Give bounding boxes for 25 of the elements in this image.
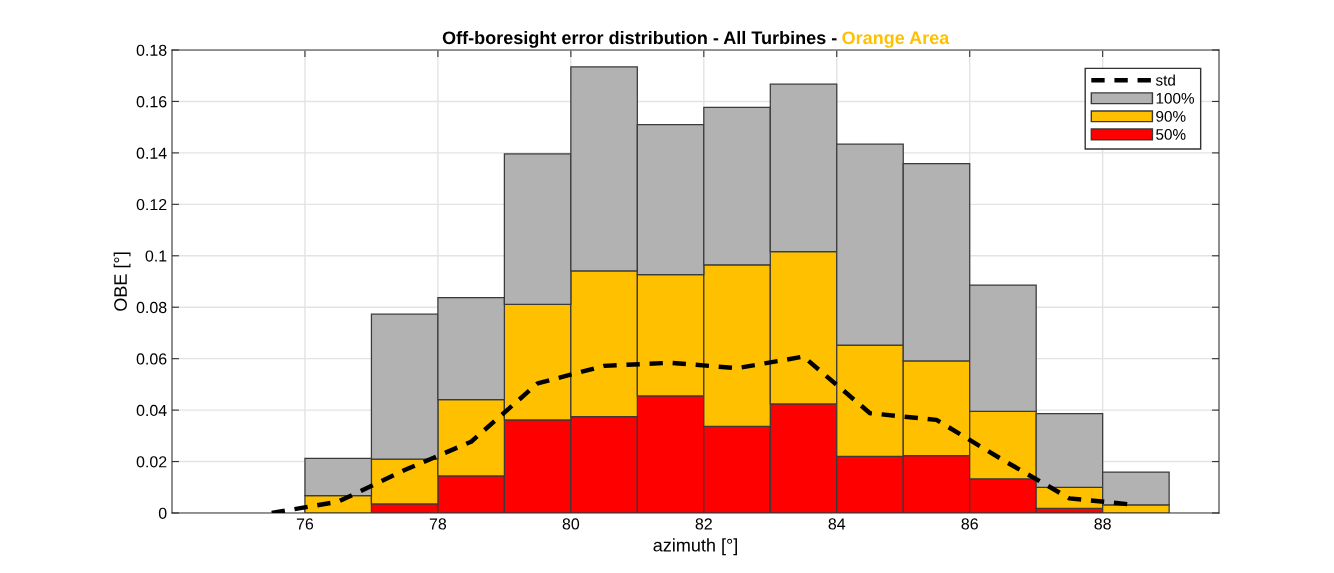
- x-tick-label: 86: [961, 518, 978, 530]
- chart-subtitle: Orange Area: [842, 31, 950, 48]
- x-tick-label: 82: [695, 518, 712, 530]
- y-tick-label: 0.12: [136, 198, 167, 211]
- y-tick-label: 0.06: [136, 353, 167, 365]
- y-tick-label: 0.02: [136, 456, 167, 468]
- y-tick-label: 0.14: [136, 147, 167, 159]
- y-tick-label: 0: [158, 507, 167, 519]
- legend-label: 50%: [1156, 129, 1186, 140]
- x-tick-label: 80: [562, 518, 580, 530]
- legend-label: 90%: [1156, 110, 1186, 122]
- x-tick-label: 88: [1094, 518, 1111, 530]
- y-tick-label: 0.08: [136, 301, 167, 314]
- x-tick-label: 78: [429, 518, 447, 530]
- y-tick-label: 0.04: [136, 404, 167, 417]
- y-axis-title: OBE [°]: [113, 252, 131, 311]
- x-tick-label: 84: [828, 518, 846, 530]
- y-tick-label: 0.16: [136, 96, 167, 108]
- x-axis-title: azimuth [°]: [653, 538, 737, 556]
- y-tick-label: 0.18: [136, 44, 167, 56]
- legend-label: std: [1155, 74, 1175, 86]
- y-tick-label: 0.1: [145, 250, 167, 262]
- chart-title: Off-boresight error distribution - All Turbines -: [442, 30, 837, 48]
- x-tick-label: 76: [296, 518, 314, 530]
- legend-label: 100%: [1156, 92, 1195, 104]
